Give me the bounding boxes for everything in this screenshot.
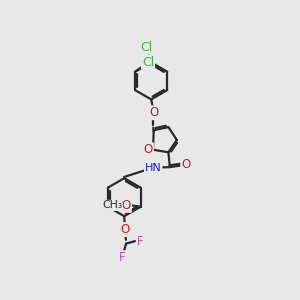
Text: O: O (122, 199, 131, 212)
Text: Cl: Cl (140, 40, 152, 53)
Text: O: O (149, 106, 158, 119)
Text: F: F (119, 251, 126, 264)
Text: Cl: Cl (142, 56, 154, 69)
Text: O: O (181, 158, 190, 171)
Text: CH₃: CH₃ (102, 200, 122, 210)
Text: F: F (137, 235, 143, 248)
Text: O: O (120, 223, 129, 236)
Text: HN: HN (145, 163, 162, 173)
Text: O: O (144, 143, 153, 156)
